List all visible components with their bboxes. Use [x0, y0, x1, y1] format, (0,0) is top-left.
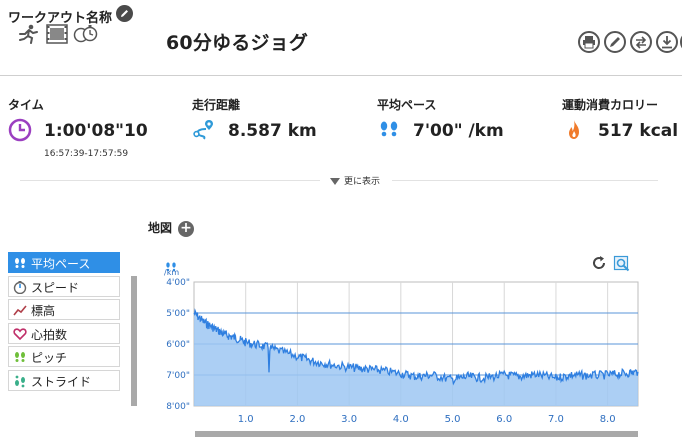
- x-tick-label: 1.0: [238, 414, 254, 425]
- stat-distance-label: 走行距離: [192, 98, 241, 112]
- stat-pace-value: 7'00" /km: [413, 121, 504, 141]
- stat-distance-value: 8.587 km: [228, 121, 317, 141]
- clock-icon: [8, 118, 32, 146]
- stat-calories-value: 517 kcal: [598, 121, 679, 141]
- cadence-icon: [13, 350, 27, 364]
- y-tick-label: 6'00": [166, 340, 190, 350]
- metric-item-heart-rate[interactable]: 心拍数: [8, 322, 120, 344]
- footsteps-icon: [13, 256, 27, 270]
- metric-label: ストライド: [31, 374, 92, 389]
- metric-item-cadence[interactable]: ピッチ: [8, 346, 120, 367]
- metric-label: 心拍数: [31, 327, 68, 342]
- reset-zoom-icon[interactable]: [591, 255, 607, 275]
- y-tick-label: 5'00": [166, 309, 190, 319]
- map-toggle[interactable]: 地図: [148, 221, 173, 235]
- metric-item-pace[interactable]: 平均ペース: [8, 252, 120, 273]
- metric-item-speed[interactable]: スピード: [8, 275, 120, 297]
- x-tick-label: 2.0: [289, 414, 305, 425]
- stride-icon: [13, 374, 27, 388]
- x-tick-label: 3.0: [341, 414, 357, 425]
- pace-area: [194, 310, 638, 406]
- plus-icon[interactable]: +: [178, 221, 194, 237]
- stat-calories: 運動消費カロリー 517 kcal: [562, 96, 678, 141]
- stat-time-value: 1:00'08"10: [44, 121, 148, 141]
- elevation-icon: [13, 303, 27, 317]
- show-more-toggle[interactable]: 更に表示: [330, 174, 380, 187]
- workout-name-label: ワークアウト名称: [8, 11, 113, 26]
- stopwatch-icon: [73, 24, 99, 48]
- runner-icon: [16, 24, 40, 48]
- stat-calories-label: 運動消費カロリー: [562, 98, 659, 112]
- chart-scrollbar[interactable]: [195, 431, 638, 437]
- metric-item-elevation[interactable]: 標高: [8, 299, 120, 320]
- speedometer-icon: [13, 280, 27, 294]
- metric-list: 平均ペース スピード 標高 心拍数 ピッチ ストライド: [8, 252, 120, 393]
- x-tick-label: 7.0: [548, 414, 564, 425]
- pace-line: [193, 308, 639, 386]
- divider-left: [20, 180, 320, 181]
- heart-icon: [13, 327, 27, 341]
- triangle-down-icon: [330, 178, 340, 185]
- metric-label: スピード: [31, 280, 80, 295]
- flame-icon: [562, 118, 586, 146]
- stat-pace: 平均ペース 7'00" /km: [377, 96, 504, 141]
- metric-label: ピッチ: [31, 351, 68, 365]
- stat-time: タイム 1:00'08"10 16:57:39-17:57:59: [8, 96, 148, 159]
- stat-distance: 走行距離 8.587 km: [192, 96, 317, 141]
- download-icon[interactable]: [656, 31, 678, 53]
- y-tick-label: 7'00": [166, 371, 190, 381]
- x-tick-label: 6.0: [496, 414, 512, 425]
- workout-header: ワークアウト名称 60分ゆるジョグ: [0, 0, 682, 76]
- edit-icon[interactable]: [604, 31, 626, 53]
- header-divider: [0, 75, 682, 76]
- edit-name-icon[interactable]: [116, 5, 133, 22]
- swap-icon[interactable]: [630, 31, 652, 53]
- zoom-icon[interactable]: [613, 255, 631, 277]
- metric-label: 平均ペース: [31, 257, 91, 271]
- footsteps-icon: [165, 257, 177, 276]
- footsteps-icon: [377, 118, 401, 146]
- workout-title: 60分ゆるジョグ: [166, 32, 309, 54]
- y-axis-unit: /km: [164, 268, 180, 277]
- x-tick-label: 4.0: [393, 414, 409, 425]
- print-icon[interactable]: [578, 31, 600, 53]
- stat-time-range: 16:57:39-17:57:59: [44, 149, 129, 159]
- y-tick-label: 8'00": [166, 402, 190, 412]
- divider-right: [392, 180, 658, 181]
- metric-item-stride[interactable]: ストライド: [8, 369, 120, 391]
- stat-pace-label: 平均ペース: [377, 98, 437, 112]
- x-tick-label: 8.0: [600, 414, 616, 425]
- pace-chart[interactable]: 1.0 2.0 3.0 4.0 5.0 6.0 7.0 8.0 4'00" 5'00" 6'00" 7…: [150, 276, 650, 428]
- metric-label: 標高: [31, 304, 56, 318]
- show-more-label: 更に表示: [344, 177, 381, 187]
- metric-list-scrollbar[interactable]: [131, 276, 137, 406]
- y-tick-label: 4'00": [166, 278, 190, 288]
- x-tick-label: 5.0: [445, 414, 461, 425]
- stat-time-label: タイム: [8, 98, 44, 112]
- route-icon: [192, 118, 216, 146]
- video-icon: [46, 24, 68, 48]
